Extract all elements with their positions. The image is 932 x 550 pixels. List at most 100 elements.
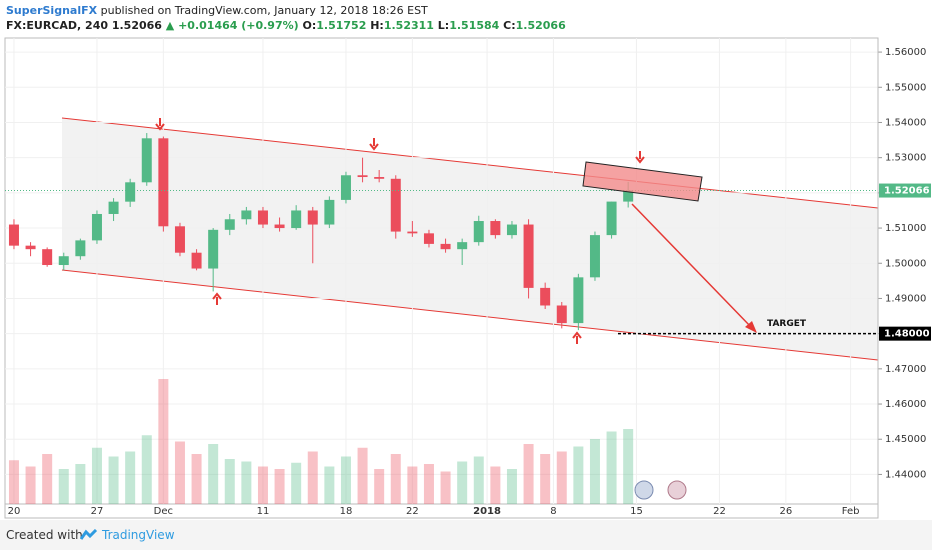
candle-body — [506, 224, 517, 236]
candle-body — [623, 190, 634, 202]
volume-bar — [224, 459, 235, 504]
x-tick-label: Feb — [842, 506, 860, 517]
volume-bar — [25, 466, 36, 504]
candle-body — [407, 231, 418, 234]
volume-bar — [490, 466, 501, 504]
volume-bar — [291, 462, 302, 504]
volume-bar — [540, 454, 551, 504]
candle-body — [257, 210, 268, 225]
candle-body — [540, 287, 551, 306]
logo — [80, 529, 98, 540]
candle-body — [174, 226, 185, 253]
brand[interactable]: TradingView — [102, 528, 175, 542]
volume-bar — [141, 435, 152, 504]
c: 1.52066 — [515, 19, 566, 32]
candle-body — [125, 182, 136, 202]
candle-body — [357, 175, 368, 178]
volume-bar — [324, 466, 335, 504]
volume-bar — [589, 439, 600, 504]
y-tick-label: 1.56000 — [885, 47, 926, 58]
chart: 1.44000 1.45000 1.46000 1.47000 1.48000 1.490… — [4, 37, 931, 519]
event-icon[interactable] — [634, 480, 654, 500]
y-tick-label: 1.49000 — [885, 293, 926, 304]
target-arrow — [631, 203, 753, 329]
header-line: SuperSignalFX published on TradingView.c… — [6, 4, 428, 17]
x-tick-label: 22 — [406, 506, 419, 517]
candle-body — [241, 210, 252, 220]
candle-body — [374, 177, 385, 179]
symbol: FX:EURCAD, 240 — [6, 19, 108, 32]
y-tick-label: 1.55000 — [885, 82, 926, 93]
volume-bar — [191, 454, 202, 504]
volume-bar — [407, 466, 418, 504]
candle-body — [191, 252, 202, 269]
footer: Created with TradingView — [0, 520, 932, 550]
volume-bar — [8, 460, 19, 504]
x-tick-label: 8 — [550, 506, 556, 517]
candle-body — [423, 233, 434, 244]
volume-bar — [357, 447, 368, 504]
candle-body — [573, 277, 584, 324]
change: ▲ +0.01464 (+0.97%) — [165, 19, 299, 32]
candle-body — [108, 201, 119, 214]
candle-body — [91, 213, 102, 241]
candle-body — [208, 229, 219, 269]
candle-body — [490, 221, 501, 236]
target-box — [879, 326, 931, 341]
created-with: Created with — [6, 528, 83, 542]
last: 1.52066 — [111, 19, 162, 32]
x-tick-label: 15 — [630, 506, 643, 517]
swing-markers — [155, 118, 645, 344]
target-arrow-head — [745, 321, 757, 333]
x-tick-label: 11 — [257, 506, 270, 517]
volume-bar — [374, 469, 385, 504]
candle-body — [340, 175, 351, 200]
candle-body — [158, 138, 169, 227]
x-tick-label: 27 — [91, 506, 104, 517]
x-tick-label: 26 — [780, 506, 793, 517]
last-price-label: 1.52066 — [884, 186, 930, 197]
o: 1.51752 — [316, 19, 367, 32]
event-icon[interactable] — [667, 480, 687, 500]
l: 1.51584 — [449, 19, 500, 32]
published: published on TradingView.com, January 12… — [100, 4, 428, 17]
y-tick-label: 1.54000 — [885, 117, 926, 128]
candle-body — [523, 224, 534, 288]
candle-body — [589, 235, 600, 278]
y-tick-label: 1.47000 — [885, 364, 926, 375]
quote-line: FX:EURCAD, 240 1.52066 ▲ +0.01464 (+0.97… — [6, 19, 566, 32]
last-price-box — [879, 183, 931, 198]
h: 1.52311 — [383, 19, 434, 32]
y-tick-label: 1.50000 — [885, 258, 926, 269]
y-tick-label: 1.45000 — [885, 434, 926, 445]
candle-body — [274, 224, 285, 229]
volume-bar — [75, 464, 86, 504]
candle-body — [457, 242, 468, 250]
l-label: L: — [437, 19, 450, 32]
volume-bar — [340, 456, 351, 504]
volume-bar — [423, 464, 434, 504]
volume-bar — [241, 461, 252, 504]
volume-bar — [125, 451, 136, 504]
volume-bar — [390, 454, 401, 504]
candle-body — [8, 224, 19, 246]
volume-bar — [307, 451, 318, 504]
volume-bar — [473, 456, 484, 504]
volume-bar — [58, 469, 69, 504]
h-label: H: — [370, 19, 384, 32]
candle-body — [224, 219, 235, 230]
target-text: TARGET — [767, 319, 807, 329]
candle-body — [25, 245, 36, 250]
volume-bar — [457, 461, 468, 504]
candle-body — [473, 221, 484, 243]
candle-body — [307, 210, 318, 225]
volume-bar — [623, 429, 634, 504]
author[interactable]: SuperSignalFX — [6, 4, 98, 17]
volume-bar — [174, 441, 185, 504]
volume-bar — [606, 431, 617, 504]
volume-bar — [556, 451, 567, 504]
y-tick-label: 1.44000 — [885, 469, 926, 480]
y-tick-label: 1.46000 — [885, 399, 926, 410]
candle-body — [291, 210, 302, 229]
x-tick-label: 22 — [713, 506, 726, 517]
